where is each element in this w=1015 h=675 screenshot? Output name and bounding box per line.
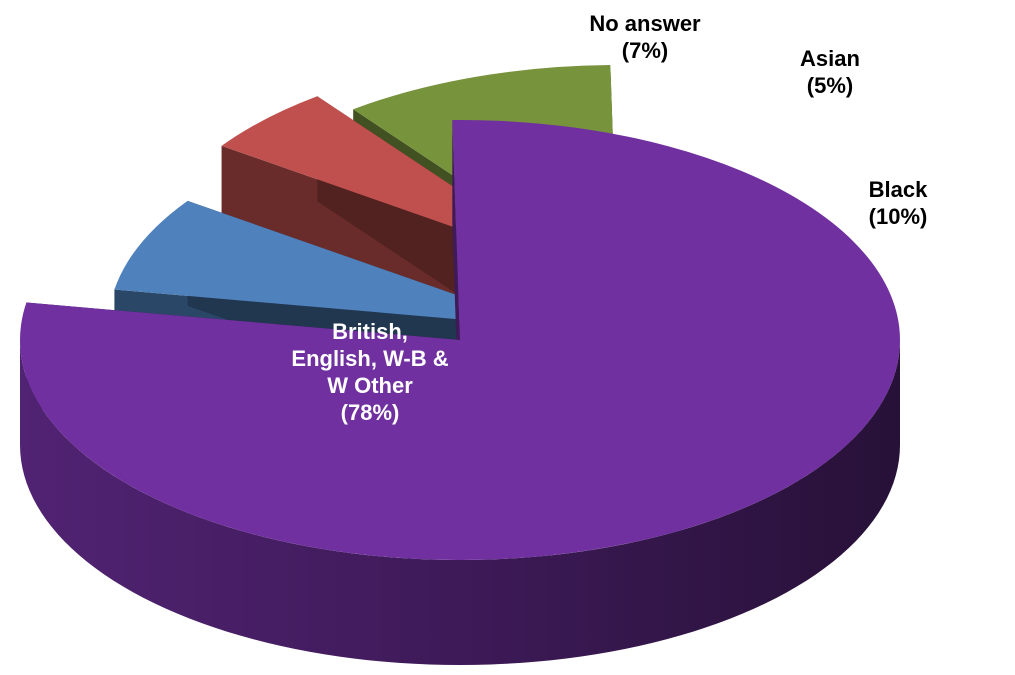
slice-label-no-answer: No answer (7%) — [589, 11, 701, 63]
slice-top-face — [114, 200, 548, 327]
slice-british-english-w-b-w-other — [19, 120, 900, 665]
slice-side-wall — [20, 340, 900, 665]
slice-label-white-british: British, English, W-B & W Other (78%) — [291, 319, 449, 425]
slice-label-asian: Asian (5%) — [800, 46, 860, 98]
slice-top-face — [19, 120, 900, 560]
slice-label-black: Black (10%) — [868, 177, 928, 229]
